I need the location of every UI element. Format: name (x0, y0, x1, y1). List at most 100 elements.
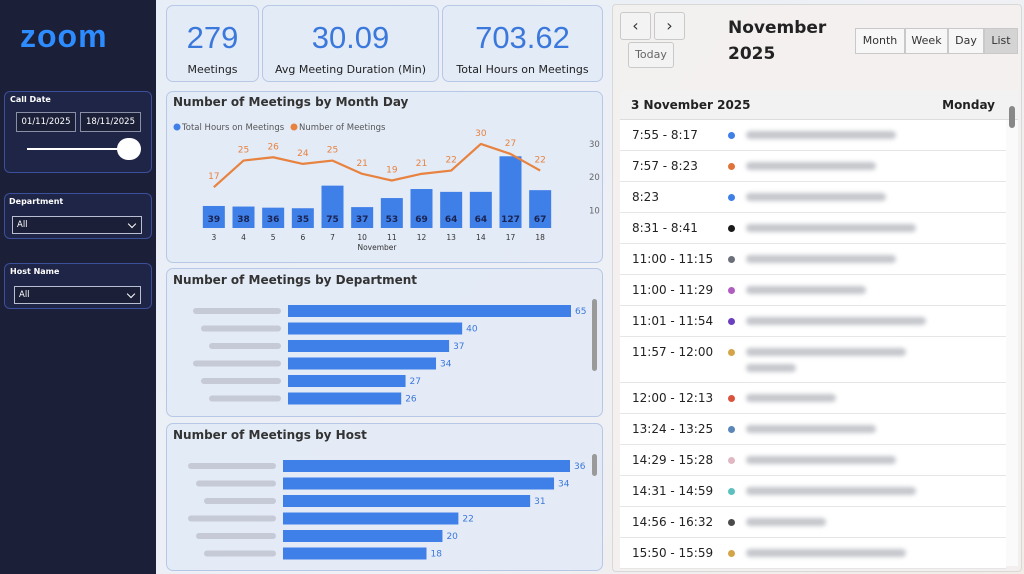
category-label-blurred (209, 343, 281, 349)
event-row[interactable]: 11:00 - 11:29 (620, 275, 1006, 306)
host-filter: Host Name All (4, 263, 152, 309)
bar-value-label: 36 (267, 215, 280, 225)
event-title-blurred (746, 425, 876, 433)
line-value-label: 22 (534, 156, 545, 166)
event-title-blurred (746, 364, 796, 372)
view-button[interactable]: List (984, 28, 1018, 54)
bar (288, 392, 402, 405)
end-date[interactable]: 18/11/2025 (80, 112, 141, 132)
today-button[interactable]: Today (628, 42, 674, 68)
bar-value-label: 127 (501, 215, 520, 225)
event-title-blurred (746, 549, 906, 557)
event-dot (728, 550, 735, 557)
legend-label: Total Hours on Meetings (181, 123, 285, 133)
event-row[interactable]: 14:56 - 16:32 (620, 507, 1006, 538)
category-label-blurred (196, 533, 276, 539)
department-dropdown[interactable]: All (12, 216, 142, 234)
legend-marker (173, 123, 181, 131)
bar-value-label: 20 (446, 532, 458, 542)
view-button[interactable]: Week (905, 28, 948, 54)
scroll-thumb[interactable] (1009, 106, 1015, 128)
kpi-card: 30.09 Avg Meeting Duration (Min) (262, 5, 439, 82)
event-row[interactable]: 12:00 - 12:13 (620, 383, 1006, 414)
x-tick-label: 14 (476, 233, 486, 242)
event-time: 7:55 - 8:17 (632, 128, 698, 142)
bar-value-label: 67 (534, 215, 547, 225)
event-row[interactable]: 11:00 - 11:15 (620, 244, 1006, 275)
view-button[interactable]: Day (948, 28, 984, 54)
scrollbar (1006, 106, 1018, 566)
event-row[interactable]: 11:57 - 12:00 (620, 337, 1006, 383)
prev-button[interactable]: ‹ (620, 12, 651, 40)
bar-value-label: 34 (440, 360, 452, 370)
bar (351, 207, 374, 228)
chart-card: Number of Meetings by Host 36 34 31 22 20 18 (166, 423, 603, 571)
kpi-card: 279 Meetings (166, 5, 259, 82)
event-time: 15:50 - 15:59 (632, 546, 714, 560)
event-dot (728, 519, 735, 526)
chart-title: Number of Meetings by Host (173, 428, 367, 442)
next-button[interactable]: › (654, 12, 685, 40)
x-tick-label: 17 (506, 233, 516, 242)
day-date: 3 November 2025 (631, 98, 751, 112)
event-time: 13:24 - 13:25 (632, 422, 714, 436)
day-header: 3 November 2025 Monday (620, 90, 1018, 120)
host-dropdown[interactable]: All (14, 286, 141, 304)
event-row[interactable]: 7:57 - 8:23 (620, 151, 1006, 182)
bar-value-label: 39 (208, 215, 221, 225)
line-value-label: 30 (475, 129, 487, 139)
event-row[interactable]: 7:55 - 8:17 (620, 120, 1006, 151)
bar-value-label: 65 (575, 307, 586, 317)
start-date[interactable]: 01/11/2025 (16, 112, 76, 132)
event-row[interactable]: 8:23 (620, 182, 1006, 213)
event-row[interactable]: 14:31 - 14:59 (620, 476, 1006, 507)
kpi-label: Meetings (187, 63, 238, 76)
event-row[interactable]: 11:01 - 11:54 (620, 306, 1006, 337)
event-time: 14:29 - 15:28 (632, 453, 714, 467)
kpi-label: Total Hours on Meetings (456, 63, 589, 76)
slider-handle[interactable] (117, 138, 141, 160)
bar (440, 191, 463, 228)
bar (469, 191, 492, 228)
event-dot (728, 194, 735, 201)
category-label-blurred (196, 480, 276, 487)
bar (262, 207, 285, 228)
line-value-label: 21 (416, 159, 427, 169)
bar (288, 340, 450, 352)
bar-value-label: 64 (475, 215, 488, 225)
bar-value-label: 34 (558, 480, 570, 490)
bar-value-label: 38 (237, 215, 250, 225)
x-tick-label: 6 (300, 233, 305, 242)
sidebar: zoom Call Date 01/11/2025 18/11/2025 Dep… (0, 0, 156, 574)
kpi-label: Avg Meeting Duration (Min) (274, 63, 427, 76)
event-time: 11:01 - 11:54 (632, 314, 714, 328)
x-tick-label: 5 (271, 233, 276, 242)
event-time: 11:57 - 12:00 (632, 345, 714, 359)
bar-value-label: 53 (386, 215, 399, 225)
chart-card: Number of Meetings by Month Day Total Ho… (166, 91, 603, 263)
event-row[interactable]: 15:50 - 15:59 (620, 538, 1006, 569)
event-row[interactable]: 13:24 - 13:25 (620, 414, 1006, 445)
chart-title: Number of Meetings by Month Day (173, 95, 409, 109)
category-label-blurred (188, 515, 276, 522)
x-tick-label: 4 (241, 233, 246, 242)
event-title-blurred (746, 255, 896, 263)
x-tick-label: 11 (387, 233, 397, 242)
event-dot (728, 349, 735, 356)
event-time: 14:56 - 16:32 (632, 515, 714, 529)
event-time: 11:00 - 11:15 (632, 252, 714, 266)
event-dot (728, 163, 735, 170)
bar (283, 495, 531, 507)
bar-value-label: 75 (326, 215, 339, 225)
event-row[interactable]: 14:29 - 15:28 (620, 445, 1006, 476)
event-row[interactable]: 8:31 - 8:41 (620, 213, 1006, 244)
line-value-label: 25 (238, 146, 249, 156)
view-button[interactable]: Month (855, 28, 905, 54)
line-value-label: 25 (327, 146, 338, 156)
event-time: 8:23 (632, 190, 659, 204)
event-time: 11:00 - 11:29 (632, 283, 714, 297)
filter-label: Call Date (10, 95, 51, 104)
bar (529, 190, 552, 228)
